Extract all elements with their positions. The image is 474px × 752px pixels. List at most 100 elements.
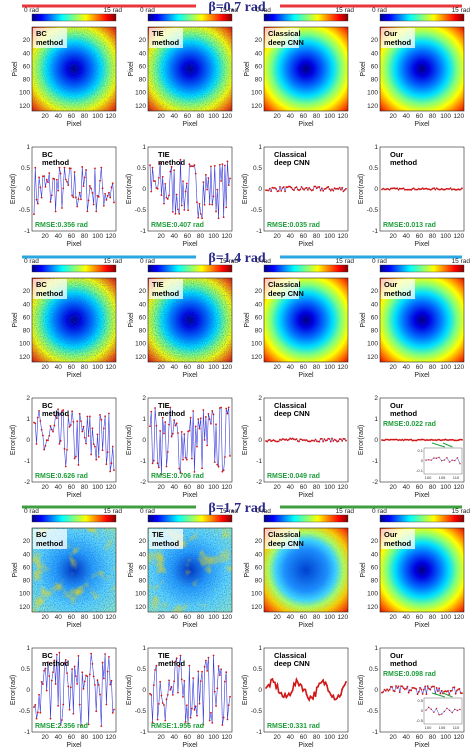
error-ytick: 0.5: [21, 666, 30, 673]
error-plot: 1 0.5 0 -0.5 -1 20 40 60 80 100 120 Pixel Error(rad)…: [126, 645, 233, 749]
error-point: [268, 438, 271, 441]
error-ylabel: Error(rad): [10, 174, 17, 204]
error-point: [151, 462, 154, 465]
inset-point: [459, 463, 461, 465]
error-point: [204, 416, 207, 418]
map-ytick: 80: [371, 578, 379, 585]
error-point: [52, 430, 54, 433]
error-ytick: 1: [142, 144, 146, 151]
error-point: [62, 187, 65, 190]
error-ytick: -1: [140, 729, 146, 736]
rmse-label: RMSE:0.049 rad: [267, 473, 320, 480]
inset-ytick: -0.5: [416, 718, 424, 723]
map-ytick: 80: [23, 328, 31, 335]
inset-point: [438, 714, 440, 716]
map-xtick: 20: [390, 614, 398, 621]
error-xtick: 80: [429, 484, 437, 491]
error-plot: 1 0.5 0 -0.5 -1 20 40 60 80 100 120 Pixel Error(rad)…: [242, 645, 349, 749]
error-ytick: 0: [142, 687, 146, 694]
error-point: [91, 662, 94, 665]
method-label-line2: method: [36, 38, 64, 47]
error-method-line2: deep CNN: [274, 409, 310, 418]
error-point: [298, 440, 300, 443]
method-label-box: [33, 529, 67, 549]
error-point: [213, 461, 216, 464]
error-ytick: 0: [374, 687, 378, 694]
map-ytick: 100: [19, 341, 30, 348]
map-xtick: 60: [416, 614, 424, 621]
error-point: [81, 671, 84, 674]
error-point: [337, 188, 340, 190]
error-point: [273, 187, 276, 189]
error-xtick: 40: [171, 484, 179, 491]
error-point: [95, 710, 98, 713]
error-point: [459, 188, 462, 191]
error-point: [224, 164, 226, 167]
map-xtick: 40: [287, 364, 295, 371]
beta-heading: β=1.4 rad: [208, 251, 266, 266]
map-ytick: 40: [139, 50, 147, 57]
error-point: [406, 188, 409, 191]
inset-point: [430, 708, 432, 710]
error-point: [69, 686, 72, 689]
error-point: [52, 671, 54, 674]
error-xtick: 20: [42, 233, 50, 240]
map-ytick: 60: [139, 63, 147, 70]
error-xtick: 100: [208, 233, 219, 240]
map-xtick: 80: [197, 364, 205, 371]
inset-point: [446, 707, 448, 709]
error-xlabel: Pixel: [298, 241, 314, 248]
error-xtick: 80: [81, 734, 89, 741]
error-plot: 1 0.5 0 -0.5 -1 20 40 60 80 100 120 Pixel Error(rad)…: [10, 645, 117, 749]
error-xtick: 60: [416, 734, 424, 741]
phase-map-frame: [263, 26, 349, 112]
error-point: [208, 203, 211, 206]
error-point: [87, 435, 90, 437]
colorbar-max-label: 15 rad: [336, 258, 355, 265]
error-method-line2: method: [158, 659, 186, 668]
error-point: [72, 712, 75, 715]
error-point: [67, 685, 70, 688]
error-plot: 1 0.5 0 -0.5 -1 20 40 60 80 100 120 Pixel Error(rad)…: [358, 144, 465, 248]
error-point: [159, 680, 162, 683]
error-point: [191, 457, 193, 460]
error-xtick: 60: [184, 233, 192, 240]
error-point: [426, 685, 429, 688]
rmse-label: RMSE:1.956 rad: [151, 723, 204, 730]
error-point: [397, 685, 400, 688]
error-point: [184, 721, 187, 723]
error-point: [287, 692, 290, 695]
error-xtick: 120: [337, 484, 348, 491]
error-point: [66, 449, 68, 451]
phase-map-frame: [147, 277, 233, 363]
error-point: [203, 665, 206, 668]
error-point: [402, 687, 405, 690]
error-xtick: 80: [429, 233, 437, 240]
error-point: [102, 204, 105, 207]
error-point: [389, 438, 392, 441]
error-point: [69, 424, 72, 426]
error-ytick: 1: [258, 416, 262, 423]
error-xlabel: Pixel: [182, 241, 198, 248]
map-ytick: 60: [139, 564, 147, 571]
map-xtick: 100: [92, 614, 103, 621]
error-point: [433, 685, 435, 688]
error-point: [210, 422, 212, 425]
error-method-line1: BC: [42, 651, 53, 660]
error-point: [73, 457, 76, 460]
inset-point: [427, 706, 430, 709]
error-point: [166, 451, 169, 453]
method-label-line1: Classical: [268, 530, 301, 539]
map-xtick: 120: [337, 364, 348, 371]
error-point: [82, 687, 85, 690]
error-curve: [149, 407, 231, 475]
error-point: [343, 189, 346, 191]
error-point: [64, 658, 67, 661]
colorbar: [147, 264, 233, 273]
colorbar-min-label: 0 rad: [256, 508, 271, 515]
error-point: [109, 196, 112, 199]
colorbar: [379, 264, 465, 273]
error-point: [420, 688, 423, 691]
map-xtick: 100: [324, 364, 335, 371]
